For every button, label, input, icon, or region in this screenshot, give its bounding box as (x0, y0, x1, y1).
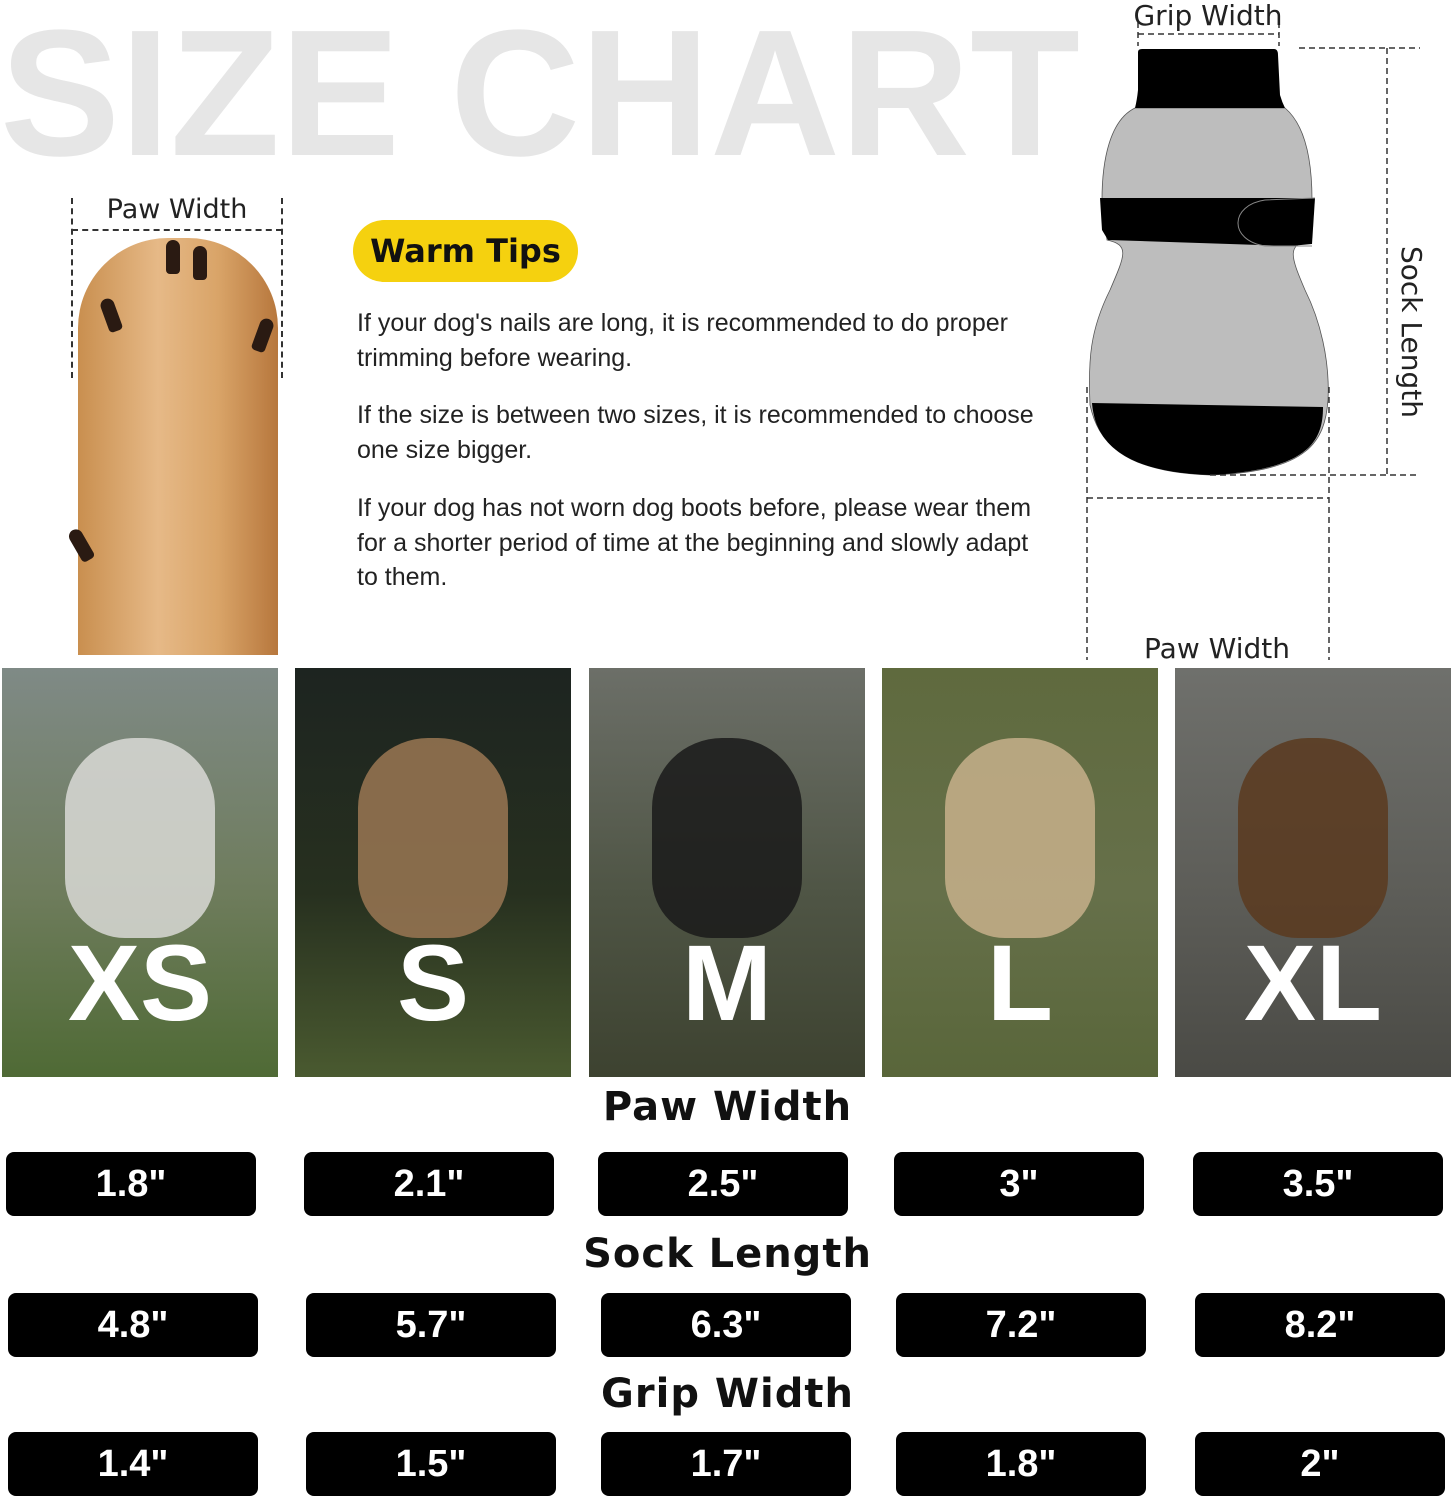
dog-image-westie (65, 738, 215, 938)
paw-width-dimension-line (72, 229, 282, 231)
grip-width-label: Grip Width (1133, 0, 1282, 32)
strap-velcro-tab (1237, 197, 1316, 247)
paw-width-s: 2.1" (304, 1152, 554, 1216)
nail-icon (66, 526, 96, 564)
tip-size-between: If the size is between two sizes, it is … (357, 401, 1034, 464)
sock-length-xs: 4.8" (8, 1293, 258, 1357)
paw-width-m: 2.5" (598, 1152, 848, 1216)
paw-width-xs: 1.8" (6, 1152, 256, 1216)
dog-image-german-shepherd (1238, 738, 1388, 938)
nail-icon (98, 296, 124, 334)
dimension-lines (1086, 22, 1420, 660)
sock-length-heading: Sock Length (583, 1231, 872, 1277)
grip-width-heading: Grip Width (601, 1371, 854, 1417)
tip-nails: If your dog's nails are long, it is reco… (357, 309, 1008, 372)
sock-strap (1100, 198, 1315, 246)
sock-length-s: 5.7" (306, 1293, 556, 1357)
size-label-s: S (396, 922, 470, 1043)
nail-icon (250, 316, 276, 354)
paw-width-heading: Paw Width (602, 1084, 853, 1130)
sock-diagram: Grip Width Sock Length Paw Width (1086, 0, 1428, 660)
size-label-xs: XS (67, 922, 213, 1043)
size-label-l: L (987, 922, 1053, 1043)
size-label-m: M (682, 922, 772, 1043)
grip-width-m: 1.7" (601, 1432, 851, 1496)
size-label-xl: XL (1243, 922, 1382, 1043)
paw-width-left-guide (71, 198, 73, 378)
paw-width-xl: 3.5" (1193, 1152, 1443, 1216)
sock-length-l: 7.2" (896, 1293, 1146, 1357)
sock-length-m: 6.3" (601, 1293, 851, 1357)
grip-width-xs: 1.4" (8, 1432, 258, 1496)
paw-width-l: 3" (894, 1152, 1144, 1216)
size-chart-watermark: SIZE CHART (0, 0, 1080, 194)
sock-length-label: Sock Length (1395, 246, 1428, 418)
paw-width-right-guide (281, 198, 283, 378)
nail-icon (166, 240, 180, 274)
dog-image-french-bulldog (358, 738, 508, 938)
grip-width-l: 1.8" (896, 1432, 1146, 1496)
sock-length-xl: 8.2" (1195, 1293, 1445, 1357)
dog-paw-image (66, 238, 278, 655)
size-photo-s: S (295, 668, 571, 1077)
nail-icon (193, 246, 207, 280)
dog-image-labrador (945, 738, 1095, 938)
grip-width-s: 1.5" (306, 1432, 556, 1496)
dog-image-border-collie (652, 738, 802, 938)
warm-tips-badge: Warm Tips (353, 220, 578, 282)
size-photo-l: L (882, 668, 1158, 1077)
paw-width-label: Paw Width (106, 194, 248, 225)
sock-sole (1092, 403, 1323, 475)
tip-first-time: If your dog has not worn dog boots befor… (357, 494, 1032, 591)
sock-top-band (1135, 49, 1285, 108)
size-photo-xl: XL (1175, 668, 1451, 1077)
grip-width-xl: 2" (1195, 1432, 1445, 1496)
paw-width-sock-label: Paw Width (1144, 632, 1290, 660)
size-photo-m: M (589, 668, 865, 1077)
size-photo-xs: XS (2, 668, 278, 1077)
